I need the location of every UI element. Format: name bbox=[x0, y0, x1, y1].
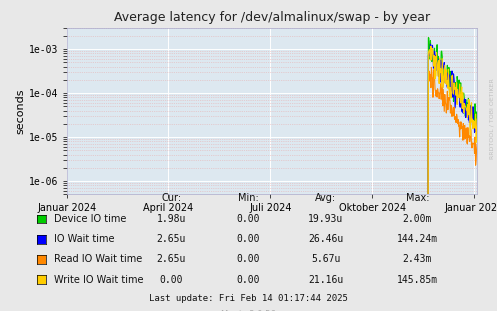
Text: IO Wait time: IO Wait time bbox=[54, 234, 114, 244]
Text: 0.00: 0.00 bbox=[160, 275, 183, 285]
Text: 144.24m: 144.24m bbox=[397, 234, 438, 244]
Text: 1.98u: 1.98u bbox=[157, 214, 186, 224]
Text: Read IO Wait time: Read IO Wait time bbox=[54, 254, 142, 264]
Text: Munin 2.0.56: Munin 2.0.56 bbox=[221, 310, 276, 311]
Text: 2.43m: 2.43m bbox=[403, 254, 432, 264]
Text: RRDTOOL / TOBI OETIKER: RRDTOOL / TOBI OETIKER bbox=[490, 78, 495, 159]
Text: 0.00: 0.00 bbox=[237, 275, 260, 285]
Text: 0.00: 0.00 bbox=[237, 234, 260, 244]
Text: 145.85m: 145.85m bbox=[397, 275, 438, 285]
Text: 2.00m: 2.00m bbox=[403, 214, 432, 224]
Y-axis label: seconds: seconds bbox=[16, 88, 26, 134]
Text: Write IO Wait time: Write IO Wait time bbox=[54, 275, 143, 285]
Text: 26.46u: 26.46u bbox=[308, 234, 343, 244]
Text: 2.65u: 2.65u bbox=[157, 254, 186, 264]
Text: 5.67u: 5.67u bbox=[311, 254, 340, 264]
Text: Min:: Min: bbox=[238, 193, 259, 202]
Title: Average latency for /dev/almalinux/swap - by year: Average latency for /dev/almalinux/swap … bbox=[114, 11, 430, 24]
Text: Cur:: Cur: bbox=[162, 193, 181, 202]
Text: Max:: Max: bbox=[406, 193, 429, 202]
Text: Device IO time: Device IO time bbox=[54, 214, 126, 224]
Text: 2.65u: 2.65u bbox=[157, 234, 186, 244]
Text: Avg:: Avg: bbox=[315, 193, 336, 202]
Text: 21.16u: 21.16u bbox=[308, 275, 343, 285]
Text: Last update: Fri Feb 14 01:17:44 2025: Last update: Fri Feb 14 01:17:44 2025 bbox=[149, 294, 348, 303]
Text: 0.00: 0.00 bbox=[237, 214, 260, 224]
Text: 0.00: 0.00 bbox=[237, 254, 260, 264]
Text: 19.93u: 19.93u bbox=[308, 214, 343, 224]
